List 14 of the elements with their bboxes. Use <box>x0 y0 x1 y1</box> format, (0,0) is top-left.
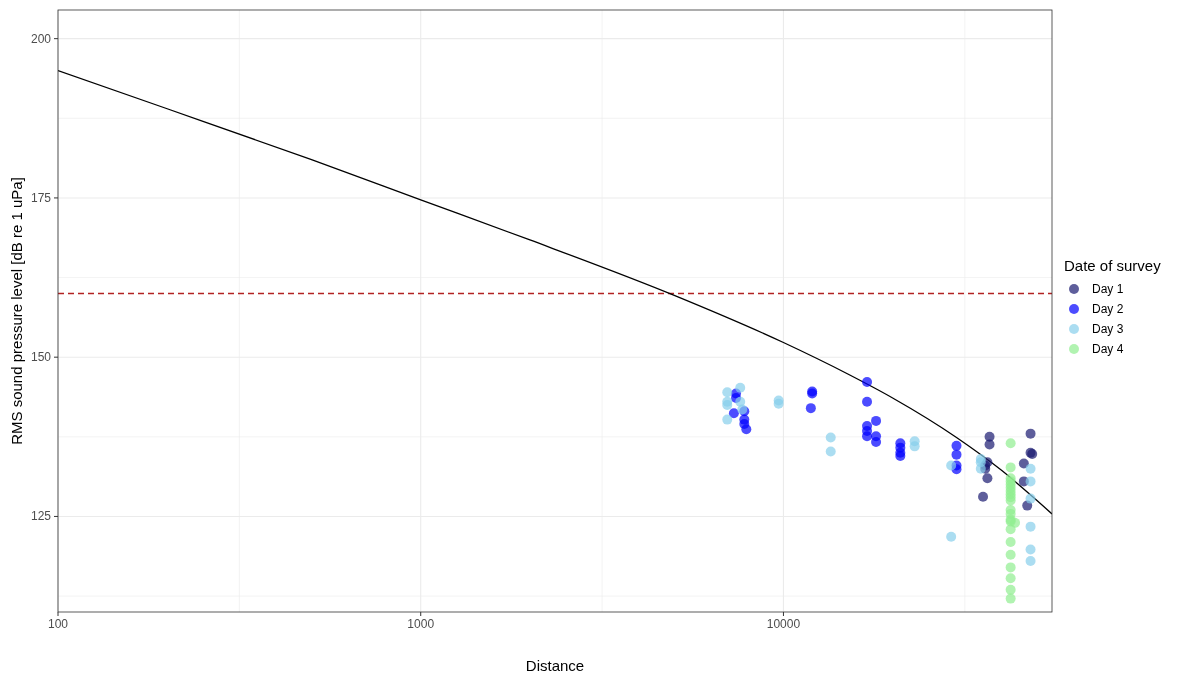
legend-label: Day 3 <box>1092 322 1124 336</box>
x-tick-label: 100 <box>47 617 69 631</box>
y-tick-label: 150 <box>30 350 52 365</box>
legend-title: Date of survey <box>1064 257 1162 274</box>
x-axis-title: Distance <box>525 657 585 674</box>
legend-label: Day 1 <box>1092 282 1124 296</box>
y-axis-title: RMS sound pressure level [dB re 1 uPa] <box>8 177 25 445</box>
y-tick-label: 125 <box>30 509 52 524</box>
x-tick-label: 1000 <box>407 617 435 631</box>
y-tick-label: 200 <box>30 31 52 46</box>
legend-label: Day 4 <box>1092 342 1124 356</box>
y-tick-label: 175 <box>30 190 52 205</box>
legend-label: Day 2 <box>1092 302 1124 316</box>
x-tick-label: 10000 <box>766 617 801 631</box>
